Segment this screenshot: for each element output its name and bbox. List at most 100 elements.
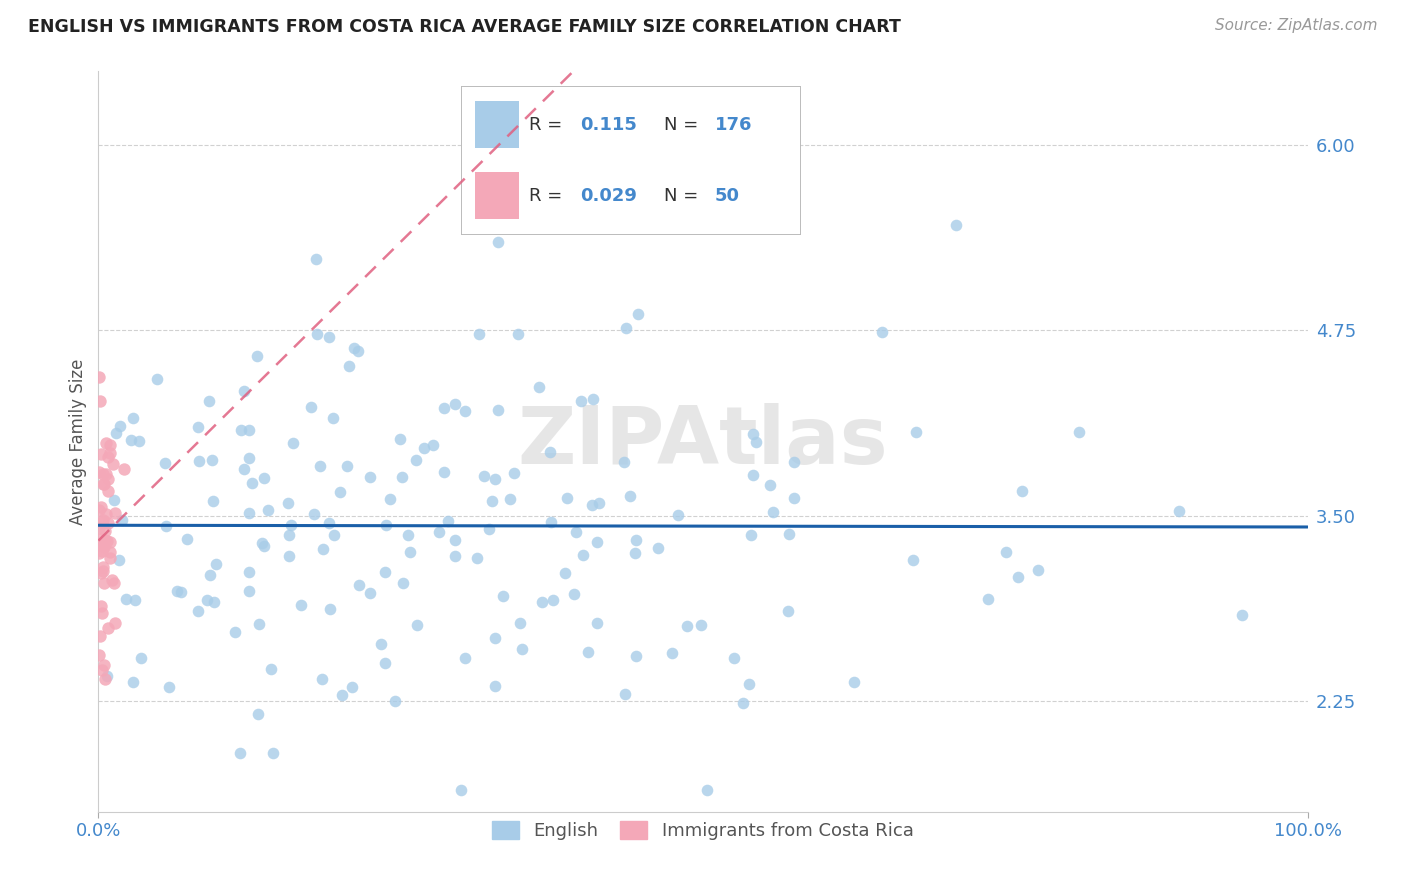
Point: [96, 534, 118, 549]
Point: [627, 307, 650, 321]
Point: [176, 532, 198, 546]
Point: [731, 696, 754, 710]
Point: [742, 426, 765, 441]
Point: [1026, 563, 1049, 577]
Point: [305, 252, 328, 266]
Point: [370, 637, 392, 651]
Point: [444, 396, 467, 410]
Point: [454, 651, 477, 665]
Point: [278, 528, 301, 542]
Point: [224, 624, 246, 639]
Point: [233, 462, 256, 476]
Point: [302, 507, 325, 521]
Point: [388, 432, 411, 446]
Point: [100, 573, 122, 587]
Point: [614, 688, 637, 702]
Point: [555, 491, 578, 506]
Point: [581, 498, 603, 512]
Point: [93, 540, 115, 554]
Point: [572, 548, 595, 562]
Point: [238, 450, 260, 465]
Point: [89, 546, 111, 560]
Point: [187, 420, 209, 434]
Point: [238, 584, 260, 599]
Point: [97, 516, 120, 531]
Point: [91, 513, 114, 527]
Point: [359, 470, 381, 484]
Point: [443, 533, 465, 547]
Point: [97, 472, 120, 486]
Point: [94, 507, 117, 521]
Point: [319, 602, 342, 616]
Point: [484, 472, 506, 486]
Point: [454, 404, 477, 418]
Point: [93, 533, 115, 548]
Point: [554, 566, 576, 580]
Point: [337, 359, 360, 374]
Point: [121, 410, 143, 425]
Point: [994, 545, 1017, 559]
Point: [472, 469, 495, 483]
Point: [238, 423, 260, 437]
Point: [945, 218, 967, 232]
Text: Source: ZipAtlas.com: Source: ZipAtlas.com: [1215, 18, 1378, 33]
Point: [201, 453, 224, 467]
Point: [262, 746, 284, 760]
Point: [336, 458, 359, 473]
Point: [1069, 425, 1091, 439]
Point: [247, 706, 270, 721]
Point: [280, 518, 302, 533]
Point: [329, 484, 352, 499]
Point: [484, 632, 506, 646]
Point: [623, 546, 645, 560]
Point: [465, 551, 488, 566]
Point: [1230, 608, 1253, 623]
Point: [492, 589, 515, 603]
Point: [527, 379, 550, 393]
Point: [318, 330, 340, 344]
Point: [111, 513, 134, 527]
Point: [1167, 504, 1189, 518]
Point: [696, 782, 718, 797]
Point: [229, 747, 252, 761]
Point: [187, 604, 209, 618]
Point: [745, 434, 768, 449]
Point: [509, 615, 531, 630]
Point: [901, 553, 924, 567]
Point: [103, 576, 125, 591]
Point: [94, 673, 117, 687]
Point: [122, 675, 145, 690]
Point: [124, 593, 146, 607]
Point: [870, 326, 893, 340]
Point: [450, 782, 472, 797]
Point: [905, 425, 928, 440]
Point: [277, 495, 299, 509]
Point: [290, 598, 312, 612]
Point: [93, 559, 115, 574]
Point: [503, 466, 526, 480]
Point: [128, 434, 150, 449]
Point: [278, 549, 301, 563]
Point: [103, 493, 125, 508]
Point: [90, 532, 112, 546]
Point: [347, 344, 370, 359]
Point: [108, 418, 131, 433]
Point: [256, 503, 278, 517]
Point: [246, 349, 269, 363]
Point: [90, 500, 112, 514]
Point: [1007, 569, 1029, 583]
Point: [299, 401, 322, 415]
Point: [114, 462, 136, 476]
Point: [250, 536, 273, 550]
Point: [93, 658, 115, 673]
Point: [538, 445, 561, 459]
Point: [619, 489, 641, 503]
Point: [98, 545, 121, 559]
Point: [240, 476, 263, 491]
Point: [562, 587, 585, 601]
Point: [120, 434, 142, 448]
Point: [486, 235, 509, 249]
Point: [97, 621, 120, 635]
Point: [758, 477, 780, 491]
Point: [260, 662, 283, 676]
